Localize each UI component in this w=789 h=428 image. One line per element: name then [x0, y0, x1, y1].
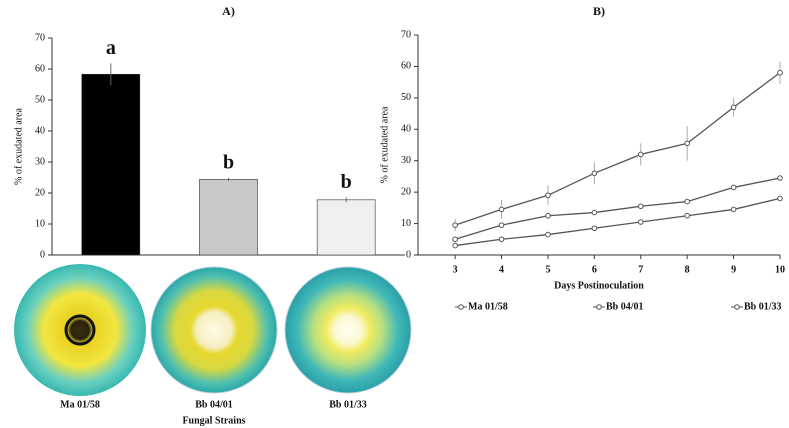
x-tick-label: 3 — [453, 264, 458, 275]
x-tick-label: 4 — [499, 264, 504, 275]
legend-marker — [596, 304, 602, 310]
chart-title: B) — [593, 4, 605, 18]
x-tick-label: 5 — [545, 264, 550, 275]
x-tick-label: 10 — [775, 264, 785, 275]
marker — [637, 219, 644, 225]
series-line — [454, 177, 781, 240]
y-tick-label: 40 — [35, 125, 45, 136]
marker — [730, 206, 737, 213]
marker — [637, 203, 644, 210]
x-tick-label: Bb 01/33 — [329, 399, 367, 410]
marker — [684, 198, 690, 205]
marker — [452, 242, 458, 249]
y-tick-label: 70 — [401, 29, 411, 40]
marker — [498, 222, 505, 228]
marker — [591, 209, 598, 216]
marker — [452, 222, 458, 228]
y-tick-label: 40 — [401, 124, 411, 135]
x-tick-label: 9 — [731, 264, 736, 275]
dish-image — [284, 266, 412, 394]
marker — [777, 195, 783, 202]
x-tick-label: 7 — [638, 264, 643, 275]
marker — [777, 69, 783, 76]
legend-marker — [734, 304, 740, 310]
y-tick-label: 50 — [401, 92, 411, 103]
y-axis-label: % of exudated area — [379, 106, 390, 183]
dish-image — [150, 266, 278, 394]
marker — [730, 104, 737, 111]
x-axis-label: Fungal Strains — [182, 415, 245, 426]
legend-label: Bb 01/33 — [744, 301, 782, 312]
bar — [199, 179, 258, 256]
marker — [591, 225, 598, 232]
y-tick-label: 30 — [35, 156, 45, 167]
y-tick-label: 0 — [40, 249, 45, 260]
y-axis-label: % of exudated area — [13, 107, 24, 184]
y-tick-label: 60 — [401, 61, 411, 72]
significance-letter: a — [106, 37, 116, 59]
bar — [316, 199, 376, 256]
significance-letter: b — [223, 151, 234, 173]
legend-label: Ma 01/58 — [468, 301, 508, 312]
y-tick-label: 20 — [35, 187, 45, 198]
x-tick-label: 6 — [592, 264, 597, 275]
y-tick-label: 10 — [401, 218, 411, 229]
dish-image — [64, 314, 96, 346]
marker — [545, 192, 551, 199]
y-tick-label: 50 — [35, 94, 45, 105]
y-tick-label: 60 — [35, 63, 45, 74]
legend-marker — [458, 304, 464, 310]
chart-title: A) — [222, 4, 235, 18]
marker — [545, 212, 551, 219]
legend-label: Bb 04/01 — [606, 301, 644, 312]
bar — [81, 73, 141, 256]
series-line — [455, 197, 781, 247]
y-tick-label: 30 — [401, 155, 411, 166]
marker — [777, 175, 783, 181]
significance-letter: b — [341, 171, 352, 193]
y-tick-label: 20 — [401, 186, 411, 197]
marker — [545, 231, 551, 238]
marker — [730, 184, 737, 191]
x-tick-label: 8 — [685, 264, 690, 275]
marker — [637, 151, 644, 158]
x-tick-label: Bb 04/01 — [195, 399, 233, 410]
series-line — [454, 72, 781, 226]
marker — [498, 236, 505, 243]
marker — [591, 170, 598, 177]
marker — [452, 236, 458, 243]
x-axis-label: Days Postinoculation — [554, 280, 644, 291]
y-tick-label: 70 — [35, 32, 45, 43]
petri-dishes — [14, 264, 412, 396]
marker — [498, 206, 505, 213]
x-tick-label: Ma 01/58 — [60, 399, 100, 410]
y-tick-label: 10 — [35, 218, 45, 229]
marker — [684, 140, 690, 147]
y-tick-label: 0 — [406, 249, 411, 260]
marker — [684, 212, 690, 219]
dish-image — [14, 264, 146, 396]
